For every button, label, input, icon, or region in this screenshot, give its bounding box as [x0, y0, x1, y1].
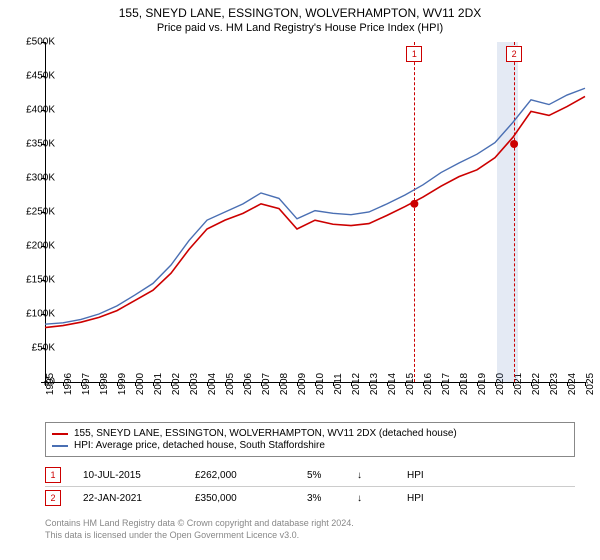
legend-label: HPI: Average price, detached house, Sout… — [74, 440, 325, 451]
credits: Contains HM Land Registry data © Crown c… — [45, 518, 354, 541]
sales-pct: 5% — [307, 470, 335, 481]
series-line-hpi — [45, 88, 585, 324]
sales-against: HPI — [407, 470, 447, 481]
marker-point-2 — [510, 140, 518, 148]
legend-swatch — [52, 445, 68, 447]
sales-arrow: ↓ — [357, 493, 385, 504]
sales-price: £262,000 — [195, 470, 285, 481]
credits-line1: Contains HM Land Registry data © Crown c… — [45, 518, 354, 530]
marker-point-1 — [410, 200, 418, 208]
x-tick-label: 2025 — [585, 373, 596, 395]
chart-title: 155, SNEYD LANE, ESSINGTON, WOLVERHAMPTO… — [0, 0, 600, 22]
sales-against: HPI — [407, 493, 447, 504]
legend-row: 155, SNEYD LANE, ESSINGTON, WOLVERHAMPTO… — [52, 428, 568, 439]
series-line-property — [45, 96, 585, 327]
credits-line2: This data is licensed under the Open Gov… — [45, 530, 354, 542]
sales-date: 10-JUL-2015 — [83, 470, 173, 481]
sales-table: 1 10-JUL-2015 £262,000 5% ↓ HPI 2 22-JAN-2021 £3… — [45, 464, 575, 509]
sales-row: 2 22-JAN-2021 £350,000 3% ↓ HPI — [45, 487, 575, 509]
sales-arrow: ↓ — [357, 470, 385, 481]
sales-date: 22-JAN-2021 — [83, 493, 173, 504]
sales-marker-1: 1 — [45, 467, 61, 483]
sales-price: £350,000 — [195, 493, 285, 504]
line-chart — [45, 42, 585, 382]
sales-pct: 3% — [307, 493, 335, 504]
legend-label: 155, SNEYD LANE, ESSINGTON, WOLVERHAMPTO… — [74, 428, 457, 439]
chart-subtitle: Price paid vs. HM Land Registry's House … — [0, 22, 600, 38]
marker-box-2: 2 — [506, 46, 522, 62]
marker-box-1: 1 — [406, 46, 422, 62]
sales-marker-2: 2 — [45, 490, 61, 506]
legend-row: HPI: Average price, detached house, Sout… — [52, 440, 568, 451]
legend-swatch — [52, 433, 68, 435]
sales-row: 1 10-JUL-2015 £262,000 5% ↓ HPI — [45, 464, 575, 487]
legend: 155, SNEYD LANE, ESSINGTON, WOLVERHAMPTO… — [45, 422, 575, 457]
